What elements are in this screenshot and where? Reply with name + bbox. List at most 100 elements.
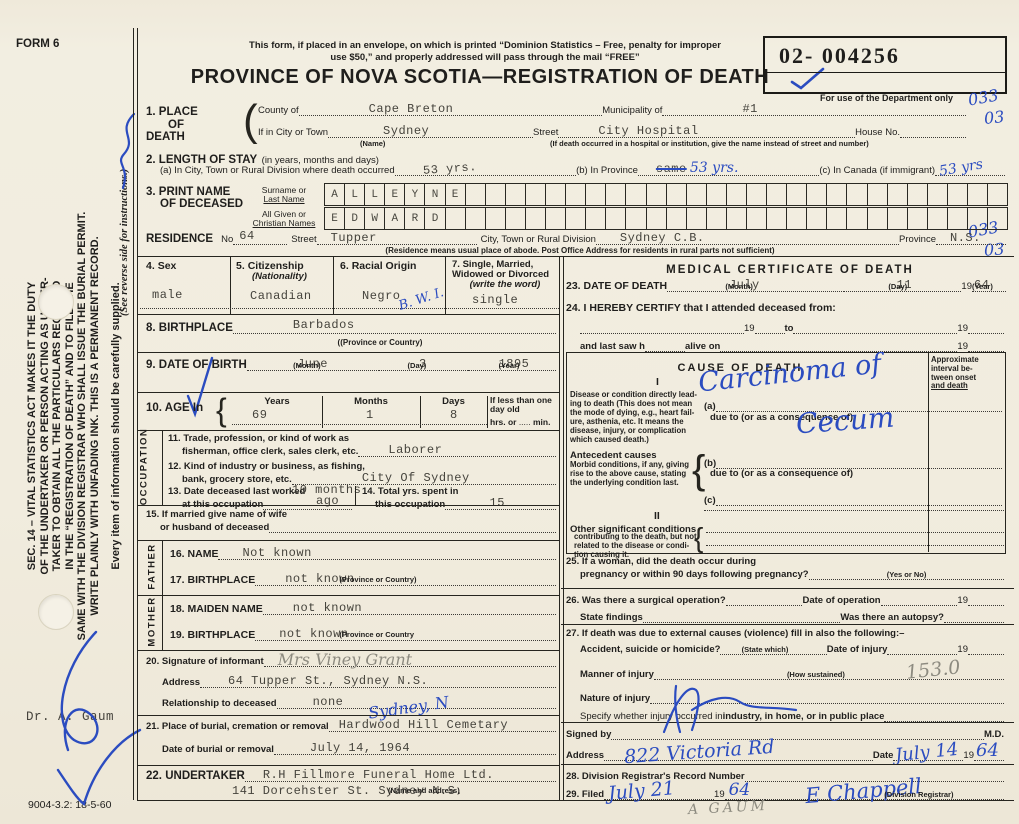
mother-side-label: MOTHER bbox=[146, 596, 158, 647]
q14-label-2: this occupation bbox=[375, 499, 446, 510]
dotted-line bbox=[744, 768, 1004, 782]
dotted-line bbox=[793, 320, 958, 334]
label: All Given or bbox=[262, 209, 306, 219]
father-name-value: Not known bbox=[242, 546, 312, 560]
rule bbox=[137, 800, 1014, 801]
municipality-value: #1 bbox=[742, 102, 758, 116]
label: LENGTH OF STAY bbox=[158, 154, 258, 166]
brace: { bbox=[694, 522, 704, 553]
dotted-line: Laborer bbox=[358, 443, 556, 457]
age-days-label: Days bbox=[442, 396, 465, 407]
q-number: 2. bbox=[146, 154, 156, 166]
city-fine-print: (Name) bbox=[360, 139, 386, 148]
q25-line: pregnancy or within 90 days following pr… bbox=[580, 566, 1004, 580]
injury-date-label: Date of injury bbox=[826, 644, 888, 655]
dob-year-fine: (Year) bbox=[498, 361, 520, 370]
q-number: 17. bbox=[170, 574, 185, 586]
rule bbox=[561, 624, 1014, 625]
name-grid-cell bbox=[727, 208, 747, 229]
manner-label: Manner of injury bbox=[580, 669, 654, 680]
mother-birthplace-fine: (Province or Country bbox=[339, 630, 415, 639]
label: BIRTHPLACE bbox=[158, 322, 233, 334]
dotted-line: 15 bbox=[445, 496, 556, 510]
burial-date-line: Date of burial or removal July 14, 1964 bbox=[162, 741, 556, 755]
dotted-line: 53 yrs. bbox=[394, 160, 577, 178]
q-number: 8. bbox=[146, 322, 156, 334]
label: related to the disease or condi- bbox=[574, 540, 690, 550]
q-number: 1. bbox=[146, 106, 156, 118]
dotted-line: 3 (Day) bbox=[379, 357, 468, 371]
name-grid-cell bbox=[707, 208, 727, 229]
death-day-value: 11 bbox=[896, 278, 913, 292]
dotted-line: 11 (Day) bbox=[843, 278, 962, 292]
rule bbox=[137, 595, 560, 596]
dotted-line: none bbox=[276, 695, 556, 709]
name-grid-cell bbox=[888, 184, 908, 205]
hole-punch bbox=[38, 594, 74, 630]
name-grid-cell: E bbox=[385, 184, 406, 205]
residence-div-value: Sydney C.B. bbox=[619, 231, 705, 245]
city-label: If in City or Town bbox=[258, 127, 329, 138]
label: contributing to the death, but not bbox=[574, 532, 697, 541]
date-label: Date bbox=[872, 750, 894, 761]
q-number: 24. bbox=[566, 302, 581, 314]
stay-a-label: (a) In City, Town or Rural Division wher… bbox=[160, 165, 395, 176]
rule bbox=[322, 396, 323, 428]
label: Filed bbox=[581, 789, 605, 800]
filed-line: 29. Filed July 21 19 64 E Chappell (Divis… bbox=[566, 774, 1004, 808]
rule bbox=[704, 510, 1004, 511]
residence-street-value: Tupper bbox=[330, 231, 377, 245]
rule bbox=[445, 256, 446, 314]
title-checkmark-icon bbox=[790, 67, 825, 90]
findings-label: State findings bbox=[580, 612, 643, 623]
label: Single, Married, bbox=[462, 259, 534, 270]
name-grid-cell bbox=[486, 208, 506, 229]
serial-number-box: 02- 004256 bbox=[763, 36, 1007, 94]
address-label: Address bbox=[566, 750, 605, 761]
rule bbox=[561, 764, 1014, 765]
sidebar-line: SEC. 14 – VITAL STATISTICS ACT MAKES IT … bbox=[26, 281, 38, 571]
dotted-line: 64 (Year) bbox=[972, 278, 1006, 292]
residence-line: RESIDENCE No 64 Street Tupper City, Town… bbox=[146, 229, 1006, 245]
dotted-line bbox=[269, 519, 556, 533]
roman-one: I bbox=[656, 376, 659, 388]
place-of-death-label: 1. PLACE OF DEATH bbox=[146, 102, 198, 143]
name-grid-cell bbox=[868, 184, 888, 205]
q-number: 11. bbox=[168, 433, 181, 444]
death-year-fine: (Year) bbox=[972, 282, 993, 291]
residence-no-value: 64 bbox=[239, 229, 255, 243]
rule bbox=[137, 505, 560, 506]
cause-handwriting-2: Cecum bbox=[794, 400, 896, 441]
label: Sex bbox=[157, 260, 177, 272]
label: the underlying condition last. bbox=[570, 478, 679, 487]
disease-description: Disease or condition directly lead- ing … bbox=[570, 390, 702, 444]
mother-birthplace-line: 19. BIRTHPLACE not known (Province or Cou… bbox=[170, 627, 556, 641]
dotted-line bbox=[968, 641, 1004, 655]
rule bbox=[162, 430, 163, 505]
q11-value: Laborer bbox=[388, 443, 443, 457]
label: Disease or condition directly lead- bbox=[570, 390, 697, 399]
brace: ( bbox=[243, 96, 258, 145]
rule bbox=[420, 396, 421, 428]
name-grid-cell bbox=[546, 208, 567, 229]
dotted-line: 64 bbox=[974, 740, 1004, 761]
q12-label-2: bank, grocery store, etc. bbox=[182, 474, 292, 485]
name-grid-cell bbox=[546, 184, 567, 205]
q15-label-1: 15. If married give name of wife bbox=[146, 509, 287, 520]
label: Surname or bbox=[261, 185, 307, 195]
signed-year-value: 64 bbox=[976, 740, 999, 761]
rule bbox=[162, 540, 163, 595]
dob-day-fine: (Day) bbox=[407, 361, 427, 370]
name-grid-cell bbox=[687, 208, 707, 229]
name-grid-cell bbox=[446, 208, 466, 229]
age-months-label: Months bbox=[354, 396, 388, 407]
dotted-line: Sydney bbox=[328, 124, 534, 138]
name-grid-cell bbox=[868, 208, 888, 229]
informant-relationship-line: Relationship to deceased none bbox=[162, 695, 556, 709]
q-number: 6. bbox=[340, 260, 349, 272]
name-grid-cell bbox=[948, 184, 968, 205]
label-fine: (in years, months and days) bbox=[261, 155, 379, 166]
antecedent-description: Morbid conditions, if any, giving rise t… bbox=[570, 460, 702, 487]
residence-div-label: City, Town or Rural Division bbox=[480, 234, 596, 245]
